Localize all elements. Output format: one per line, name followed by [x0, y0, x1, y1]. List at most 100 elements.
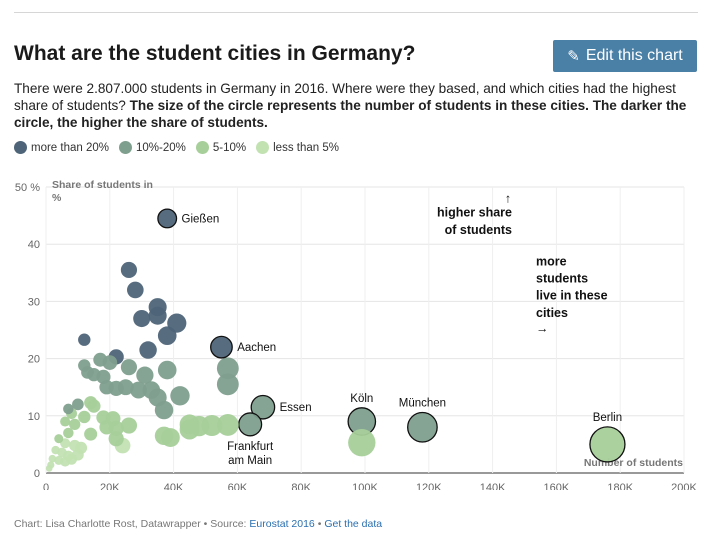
- annotation-text: →: [536, 321, 549, 335]
- x-tick-label: 100K: [352, 482, 378, 490]
- y-tick-label: 30: [28, 296, 40, 308]
- data-point: [120, 417, 138, 434]
- data-point: [69, 418, 81, 431]
- annotation-text: higher share: [437, 206, 512, 220]
- footer-separator: •: [317, 518, 322, 530]
- data-point: [139, 341, 157, 359]
- data-point: [348, 428, 376, 457]
- data-point: [78, 410, 91, 424]
- legend-item: less than 5%: [256, 141, 339, 154]
- annotation-text: more: [536, 254, 567, 268]
- x-tick-label: 180K: [607, 482, 633, 490]
- legend-item: 10%-20%: [119, 141, 186, 154]
- annotation-text: cities: [536, 306, 568, 320]
- legend-label: less than 5%: [273, 141, 339, 154]
- city-label: Berlin: [593, 412, 622, 424]
- x-tick-label: 80K: [291, 482, 311, 490]
- legend-label: 5-10%: [212, 141, 247, 154]
- y-tick-label: 50 %: [15, 182, 40, 194]
- y-tick-label: 0: [34, 468, 40, 480]
- legend-label: more than 20%: [31, 141, 109, 154]
- footer-separator: •: [203, 518, 208, 530]
- data-point: [78, 333, 91, 346]
- city-label: Gießen: [182, 213, 220, 225]
- data-point: [157, 208, 178, 229]
- data-point: [54, 434, 64, 444]
- data-point: [216, 357, 239, 380]
- legend-swatch-5-10: [195, 141, 209, 154]
- footer-source-label: Source:: [210, 518, 247, 530]
- city-label: am Main: [228, 455, 272, 467]
- data-point: [148, 306, 167, 325]
- data-point: [108, 431, 124, 447]
- data-point: [157, 326, 177, 346]
- data-point: [93, 352, 108, 367]
- data-point: [51, 445, 60, 455]
- data-point: [133, 310, 151, 328]
- x-tick-label: 40K: [164, 482, 184, 490]
- footer-credit: Chart: Lisa Charlotte Rost, Datawrapper: [14, 518, 201, 530]
- city-label: München: [399, 398, 446, 410]
- legend-item: more than 20%: [14, 141, 109, 154]
- data-point: [170, 386, 190, 406]
- scatter-chart: 0 10 20 30 40 50 % 0 20K 40K 60K 80K 100K 120K 140K 16…: [15, 179, 698, 490]
- data-point: [69, 439, 81, 452]
- data-point: [84, 396, 98, 410]
- x-tick-label: 140K: [480, 482, 506, 490]
- city-label: Köln: [350, 393, 373, 405]
- chart-footer: Chart: Lisa Charlotte Rost, Datawrapper …: [14, 518, 382, 530]
- data-point: [589, 426, 626, 463]
- edit-chart-button[interactable]: ✎ Edit this chart: [553, 40, 697, 72]
- x-tick-label: 120K: [416, 482, 442, 490]
- page-title: What are the student cities in Germany?: [14, 42, 416, 65]
- data-point: [216, 373, 239, 396]
- annotation-text: students: [536, 272, 588, 286]
- city-label: Essen: [280, 402, 312, 414]
- data-point: [48, 454, 57, 463]
- get-data-link[interactable]: Get the data: [324, 518, 383, 530]
- x-tick-label: 200K: [671, 482, 697, 490]
- data-point: [157, 360, 177, 380]
- data-point: [120, 359, 138, 376]
- data-point: [142, 381, 161, 399]
- data-point: [84, 427, 98, 441]
- data-point: [45, 465, 53, 472]
- data-point: [179, 419, 200, 440]
- y-tick-label: 40: [28, 239, 40, 251]
- data-point: [136, 366, 154, 384]
- data-point: [250, 394, 276, 420]
- data-point: [60, 416, 71, 427]
- data-point: [63, 427, 74, 439]
- y-tick-label: 20: [28, 354, 40, 366]
- annotation-text: live in these: [536, 289, 608, 303]
- legend-swatch-more-than-20: [14, 141, 27, 154]
- description-bold: The size of the circle represents the nu…: [14, 98, 687, 130]
- data-point: [130, 381, 147, 399]
- legend: more than 20% 10%-20% 5-10% less than 5%: [14, 141, 339, 154]
- x-tick-label: 160K: [544, 482, 570, 490]
- data-point: [54, 455, 64, 465]
- data-point: [96, 410, 111, 425]
- data-point: [78, 359, 91, 372]
- data-point: [210, 335, 233, 359]
- data-point: [238, 412, 263, 437]
- chart-description: There were 2.807.000 students in Germany…: [14, 80, 704, 131]
- y-axis-title: %: [52, 192, 62, 204]
- data-point: [216, 414, 239, 436]
- data-point: [63, 403, 74, 415]
- x-tick-label: 60K: [228, 482, 248, 490]
- data-point: [407, 411, 438, 443]
- description-plain: There were 2.807.000 students in Germany…: [14, 81, 676, 113]
- x-tick-label: 0: [43, 482, 49, 490]
- x-tick-label: 20K: [100, 482, 120, 490]
- city-label: Frankfurt: [227, 441, 274, 453]
- y-tick-label: 10: [28, 411, 40, 423]
- data-point: [72, 398, 84, 411]
- data-point: [154, 426, 174, 446]
- annotation-text: ↑: [505, 191, 511, 205]
- pencil-icon: ✎: [567, 48, 580, 65]
- legend-item: 5-10%: [195, 141, 247, 154]
- source-link[interactable]: Eurostat 2016: [249, 518, 315, 530]
- y-axis-title: Share of students in: [52, 179, 153, 191]
- edit-chart-label: Edit this chart: [585, 47, 683, 64]
